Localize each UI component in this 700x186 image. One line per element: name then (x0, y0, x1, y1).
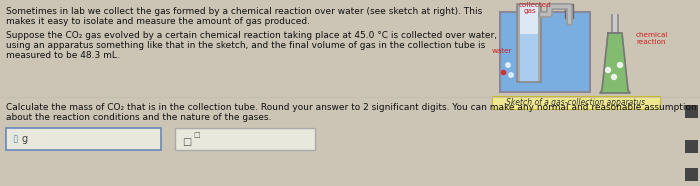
Text: g: g (22, 134, 28, 144)
Text: Sometimes in lab we collect the gas formed by a chemical reaction over water (se: Sometimes in lab we collect the gas form… (6, 7, 482, 16)
FancyBboxPatch shape (492, 96, 660, 109)
Text: about the reaction conditions and the nature of the gases.: about the reaction conditions and the na… (6, 113, 272, 122)
Text: reaction: reaction (636, 39, 666, 45)
Text: chemical: chemical (636, 32, 668, 38)
Text: collected: collected (519, 2, 552, 8)
Text: Suppose the CO₂ gas evolved by a certain chemical reaction taking place at 45.0 : Suppose the CO₂ gas evolved by a certain… (6, 31, 497, 40)
Bar (685, 168, 698, 181)
Text: Sketch of a gas-collection apparatus: Sketch of a gas-collection apparatus (506, 98, 645, 107)
Bar (538, 4, 541, 82)
Text: ▯: ▯ (12, 134, 18, 144)
Bar (520, 34, 538, 82)
Circle shape (606, 68, 610, 73)
FancyBboxPatch shape (175, 128, 315, 150)
Bar (517, 4, 541, 82)
Text: Calculate the mass of CO₂ that is in the collection tube. Round your answer to 2: Calculate the mass of CO₂ that is in the… (6, 103, 696, 112)
Circle shape (612, 75, 617, 79)
Circle shape (509, 73, 513, 77)
Text: makes it easy to isolate and measure the amount of gas produced.: makes it easy to isolate and measure the… (6, 17, 310, 26)
Bar (517, 4, 520, 82)
Bar (500, 12, 590, 92)
FancyBboxPatch shape (6, 128, 161, 150)
Bar (565, 4, 573, 18)
Circle shape (617, 62, 622, 68)
Text: gas: gas (524, 8, 537, 14)
Bar (685, 140, 698, 153)
Polygon shape (600, 33, 630, 93)
Text: using an apparatus something like that in the sketch, and the final volume of ga: using an apparatus something like that i… (6, 41, 485, 50)
Text: □: □ (182, 137, 191, 147)
Polygon shape (612, 15, 618, 33)
Text: water: water (492, 48, 512, 54)
Text: measured to be 48.3 mL.: measured to be 48.3 mL. (6, 51, 120, 60)
Circle shape (506, 63, 510, 67)
Bar (685, 105, 698, 118)
Text: □: □ (193, 132, 199, 138)
Bar (520, 4, 538, 34)
